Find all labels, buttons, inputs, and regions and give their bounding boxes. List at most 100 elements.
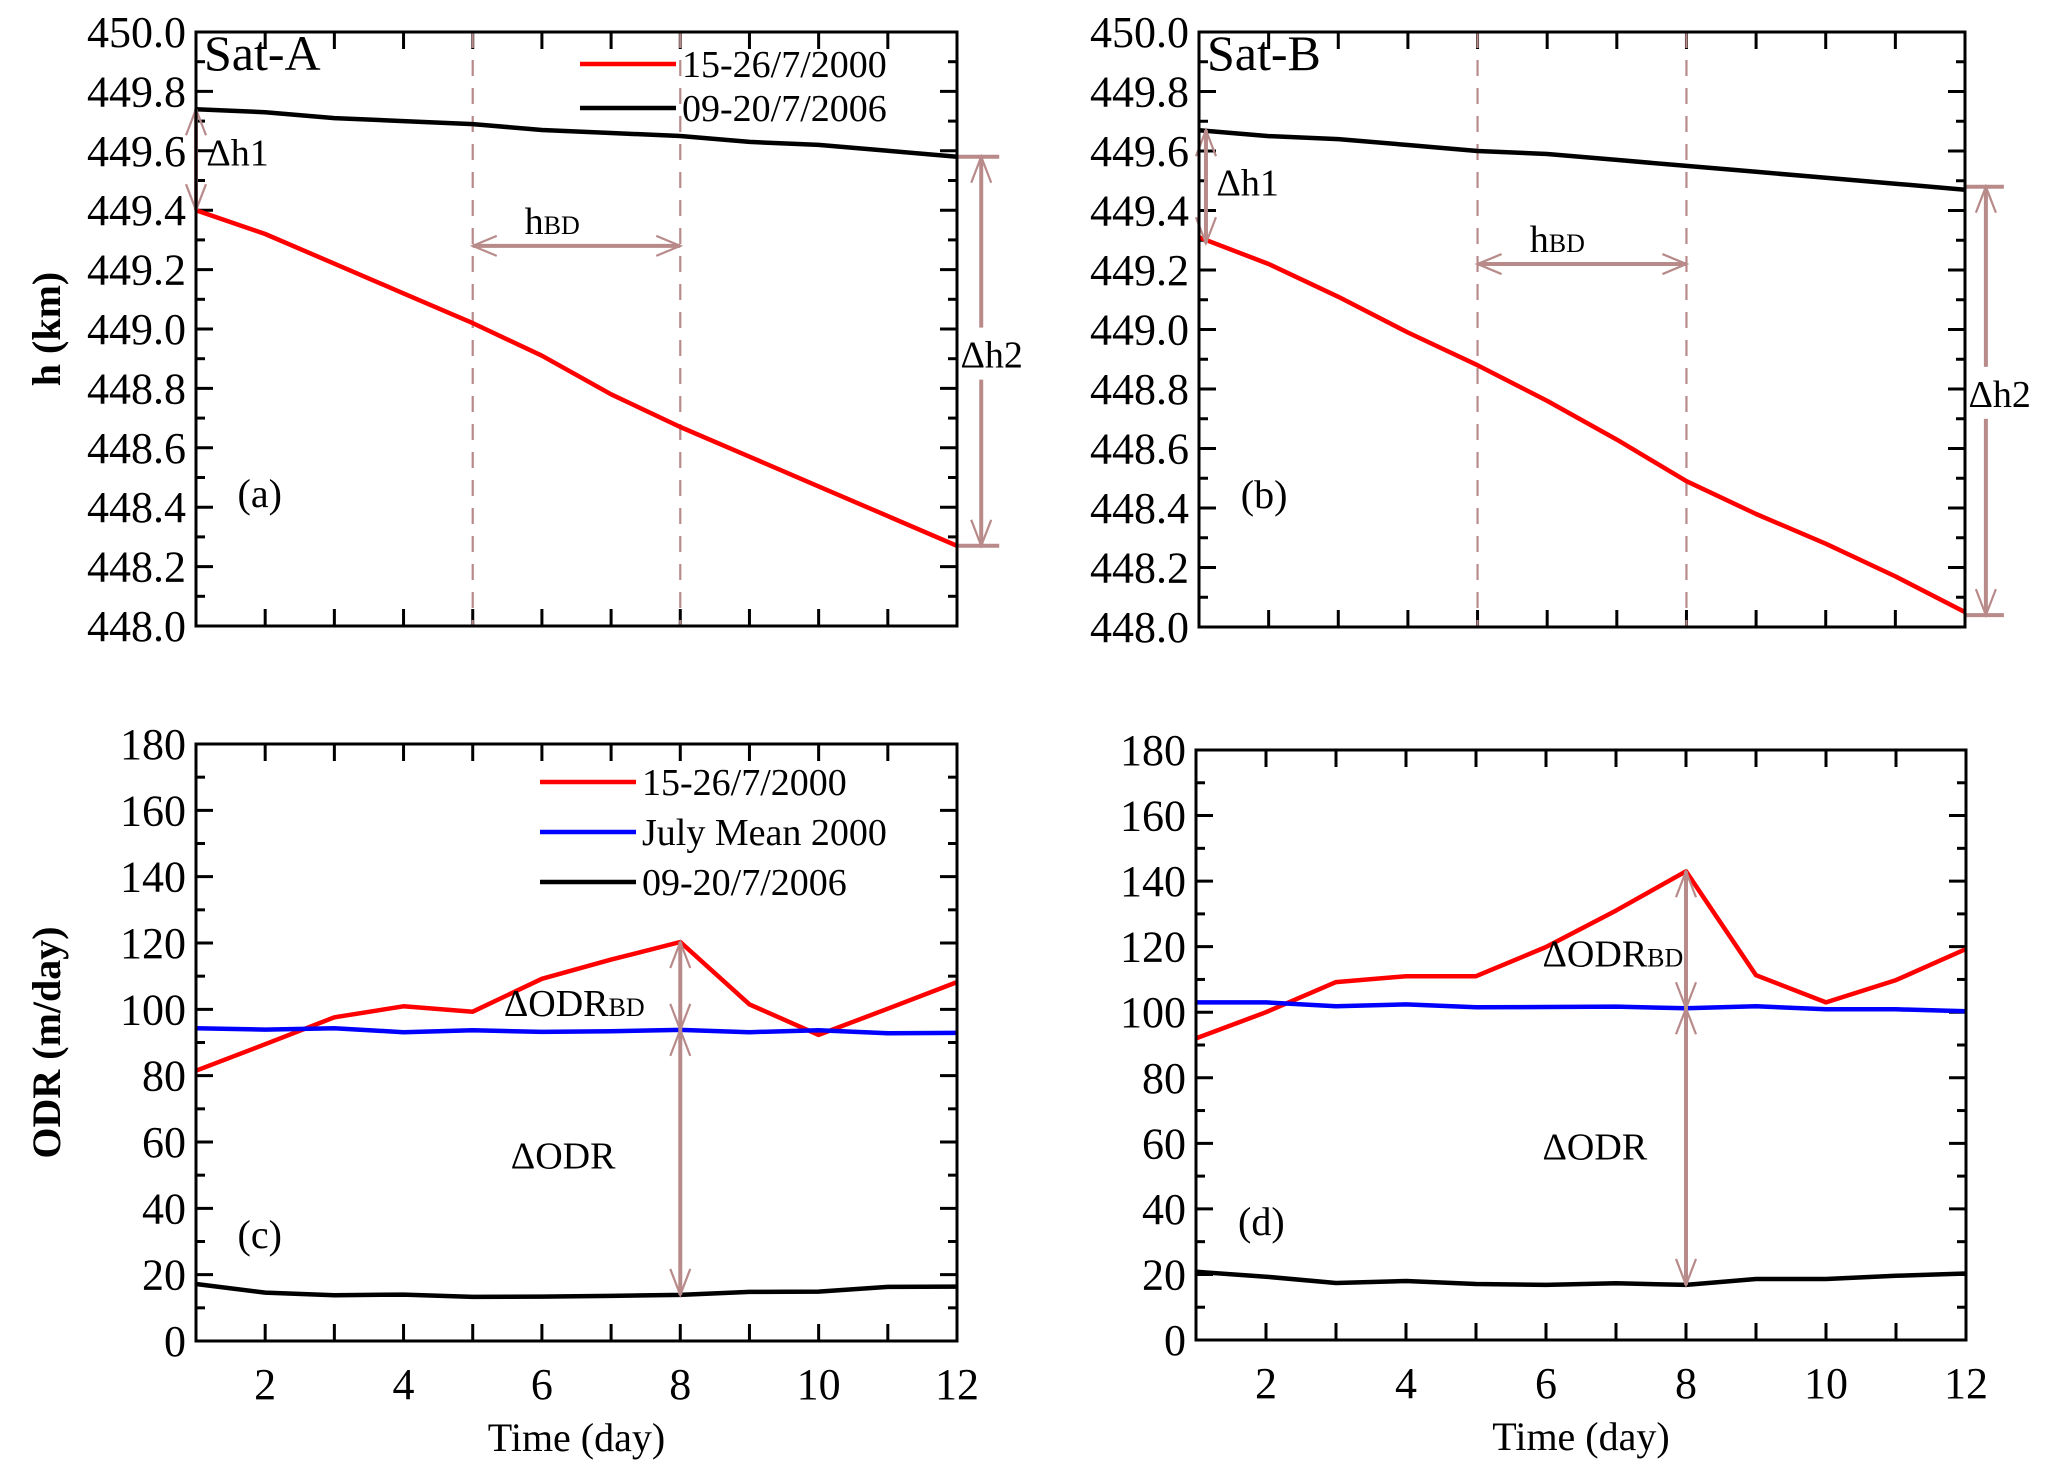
y-tick-label: 448.6 — [87, 424, 186, 473]
legend-label: 09-20/7/2006 — [642, 862, 847, 904]
arrow-head — [1674, 1258, 1698, 1288]
annotation-h2-arrow: Δh2 — [1964, 183, 2045, 619]
y-tick-label: 449.4 — [87, 186, 186, 235]
series-line-09-20-7-2006 — [195, 106, 958, 159]
y-tick-label: 140 — [120, 853, 186, 902]
legend-label: July Mean 2000 — [642, 812, 887, 854]
annotation-main: Δh2 — [1968, 374, 2030, 416]
y-tick-label: 449.6 — [87, 127, 186, 176]
annotation-label: ΔODR — [1543, 1127, 1648, 1169]
arrow-head — [1662, 253, 1690, 276]
legend-label: 15-26/7/2000 — [642, 762, 847, 804]
y-tick-label: 449.0 — [1090, 306, 1189, 355]
arrow-head — [655, 234, 684, 257]
annotation-label: ΔODR — [511, 1136, 616, 1178]
annotation-odr-arrow: ΔODR — [511, 1026, 692, 1298]
annotation-subscript: BD — [1647, 943, 1683, 972]
x-tick-label: 4 — [1395, 1359, 1417, 1408]
annotation-odr-arrow: ΔODR — [1543, 1005, 1698, 1288]
y-tick-label: 449.2 — [1090, 246, 1189, 295]
x-tick-label: 6 — [531, 1360, 553, 1409]
y-tick-label: 449.0 — [87, 305, 186, 354]
y-tick-label: 100 — [120, 985, 186, 1034]
panel-label: (c) — [238, 1212, 282, 1257]
annotation-main: Δh1 — [1216, 163, 1278, 205]
x-axis-title: Time (day) — [1492, 1414, 1669, 1459]
arrow-head — [669, 938, 692, 969]
y-tick-label: 0 — [1164, 1316, 1186, 1365]
legend-label: 15-26/7/2000 — [682, 44, 887, 86]
y-axis-title: ODR (m/day) — [24, 926, 69, 1158]
x-tick-label: 12 — [935, 1360, 979, 1409]
annotation-main: h — [525, 201, 544, 243]
panel-label: (a) — [238, 471, 282, 516]
panel-a-altitude-sat-a: 448.0 448.2 448.4 448.6 448.8 449.0 449.2 449.4… — [24, 8, 1037, 651]
x-tick-label: 6 — [1535, 1359, 1557, 1408]
y-tick-label: 448.4 — [1090, 484, 1189, 533]
arrow-head — [1674, 1005, 1698, 1035]
series-line-15-26-7-2000 — [1198, 235, 1967, 615]
y-axis-title: h (km) — [24, 272, 69, 386]
legend: 15-26/7/2000 July Mean 2000 09-20/7/2006 — [540, 762, 887, 904]
y-tick-label: 450.0 — [87, 8, 186, 57]
annotation-subscript: BD — [544, 211, 580, 240]
y-tick-label: 448.2 — [1090, 544, 1189, 593]
y-tick-label: 60 — [1142, 1119, 1186, 1168]
annotation-label: hBD — [1530, 219, 1585, 261]
y-tick-label: 449.2 — [87, 246, 186, 295]
label-background — [956, 327, 1037, 380]
y-tick-label: 160 — [120, 786, 186, 835]
y-tick-label: 180 — [120, 720, 186, 769]
label-background — [1964, 366, 2045, 419]
annotation-subscript: BD — [609, 993, 645, 1022]
plot-frame — [194, 742, 959, 1343]
y-tick-label: 450.0 — [1090, 8, 1189, 57]
y-tick-label: 40 — [142, 1184, 186, 1233]
arrow-head — [1674, 868, 1698, 898]
annotation-main: ΔODR — [1543, 933, 1648, 975]
y-tick-label: 448.0 — [1090, 603, 1189, 652]
annotation-h1-arrow: Δh1 — [1194, 127, 1279, 247]
y-tick-label: 80 — [142, 1052, 186, 1101]
y-tick-label: 448.4 — [87, 483, 186, 532]
annotation-main: ΔODR — [504, 983, 609, 1025]
plot-frame — [1197, 30, 1967, 629]
series-line-15-26-7-2000 — [1195, 869, 1967, 1041]
arrow-head — [669, 1268, 692, 1298]
y-tick-label: 449.4 — [1090, 187, 1189, 236]
y-tick-label: 20 — [142, 1251, 186, 1300]
panel-title: Sat-B — [1207, 25, 1321, 81]
y-tick-label: 448.8 — [1090, 365, 1189, 414]
x-tick-label: 8 — [1675, 1359, 1697, 1408]
annotation-hbd-arrow: hBD — [1474, 219, 1690, 276]
plot-frame — [1194, 748, 1968, 1342]
y-tick-label: 160 — [1120, 792, 1186, 841]
y-tick-label: 140 — [1120, 857, 1186, 906]
series-line-09-20-7-2006 — [1198, 127, 1966, 192]
annotation-main: ΔODR — [511, 1136, 616, 1178]
annotation-h1-arrow: Δh1 — [184, 106, 269, 214]
y-tick-label: 60 — [142, 1118, 186, 1167]
panel-b-altitude-sat-b: 448.0 448.2 448.4 448.6 448.8 449.0 449.2 449.4… — [1090, 8, 2045, 652]
annotation-h2-arrow: Δh2 — [956, 153, 1037, 549]
arrow-head — [1474, 253, 1502, 276]
x-tick-label: 8 — [669, 1360, 691, 1409]
series-line-09-20-7-2006 — [1195, 1269, 1967, 1288]
y-tick-label: 80 — [1142, 1054, 1186, 1103]
x-tick-label: 4 — [393, 1360, 415, 1409]
annotation-label: ΔODRBD — [1543, 933, 1684, 975]
annotation-label: Δh2 — [1968, 374, 2030, 416]
x-tick-label: 10 — [797, 1360, 841, 1409]
annotation-main: h — [1530, 219, 1549, 261]
annotation-odrbd-arrow: ΔODRBD — [504, 938, 692, 1033]
series-line-july-mean-2000 — [195, 1025, 958, 1036]
y-tick-label: 180 — [1120, 726, 1186, 775]
annotation-label: Δh2 — [960, 335, 1022, 377]
annotation-subscript: BD — [1549, 229, 1585, 258]
y-tick-label: 448.8 — [87, 364, 186, 413]
panel-label: (d) — [1238, 1199, 1285, 1244]
annotation-label: hBD — [525, 201, 580, 243]
